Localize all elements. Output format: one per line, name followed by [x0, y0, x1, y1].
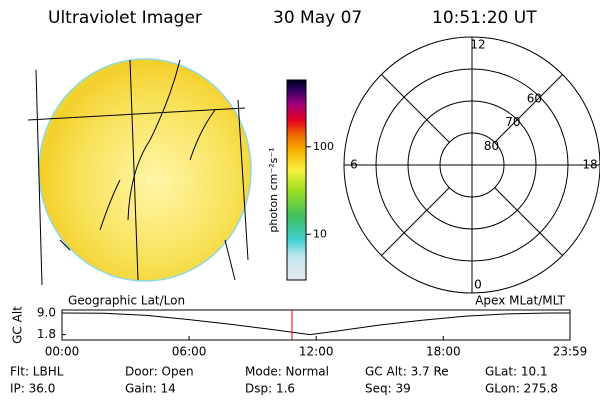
y-axis-label: GC Alt [11, 306, 25, 344]
colorbar-label: photon cm⁻²s⁻¹ [267, 147, 280, 232]
mlt-label: 0 [474, 278, 482, 292]
polar-spoke [494, 187, 563, 256]
mlt-label: 6 [350, 158, 358, 172]
polar-spoke [381, 187, 450, 256]
status-field: GLat: 10.1 [485, 365, 548, 379]
altitude-line [61, 312, 570, 336]
status-field: Dsp: 1.6 [245, 382, 295, 396]
time: 10:51:20 UT [432, 8, 537, 28]
image [27, 58, 252, 286]
status-field: Gain: 14 [125, 382, 176, 396]
y-tick-label: 9.0 [37, 306, 56, 320]
panel-label: Geographic Lat/Lon [68, 294, 185, 308]
mlt-label: 12 [470, 38, 485, 52]
colorbar [286, 79, 307, 281]
polar-spoke [381, 74, 450, 143]
y-tick-label: 1.8 [37, 327, 56, 341]
x-tick-label: 18:00 [426, 345, 461, 359]
colorbar-tick-label: 10 [313, 227, 327, 240]
x-tick-label: 23:59 [553, 345, 588, 359]
status-field: IP: 36.0 [10, 382, 55, 396]
polar-ring-label: 60 [527, 91, 542, 105]
x-tick-label: 12:00 [299, 345, 334, 359]
polar-ring [407, 100, 537, 230]
status-field: Seq: 39 [365, 382, 411, 396]
polar-ring [375, 68, 569, 262]
x-tick-label: 06:00 [172, 345, 207, 359]
x-tick-label: 00:00 [45, 345, 80, 359]
status-field: GLon: 275.8 [485, 382, 558, 396]
status-field: Door: Open [125, 365, 194, 379]
polar-ring [439, 132, 505, 198]
polar-spoke [494, 74, 563, 143]
polar-ring-label: 80 [484, 139, 499, 153]
date: 30 May 07 [273, 8, 362, 28]
polar-ring-label: 70 [505, 115, 520, 129]
status-field: Flt: LBHL [10, 365, 64, 379]
panel-label: Apex MLat/MLT [475, 294, 565, 308]
status-field: GC Alt: 3.7 Re [365, 365, 449, 379]
instrument: Ultraviolet Imager [48, 8, 202, 28]
status-field: Mode: Normal [245, 365, 329, 379]
colorbar-tick-label: 100 [313, 140, 334, 153]
mlt-label: 18 [582, 158, 597, 172]
